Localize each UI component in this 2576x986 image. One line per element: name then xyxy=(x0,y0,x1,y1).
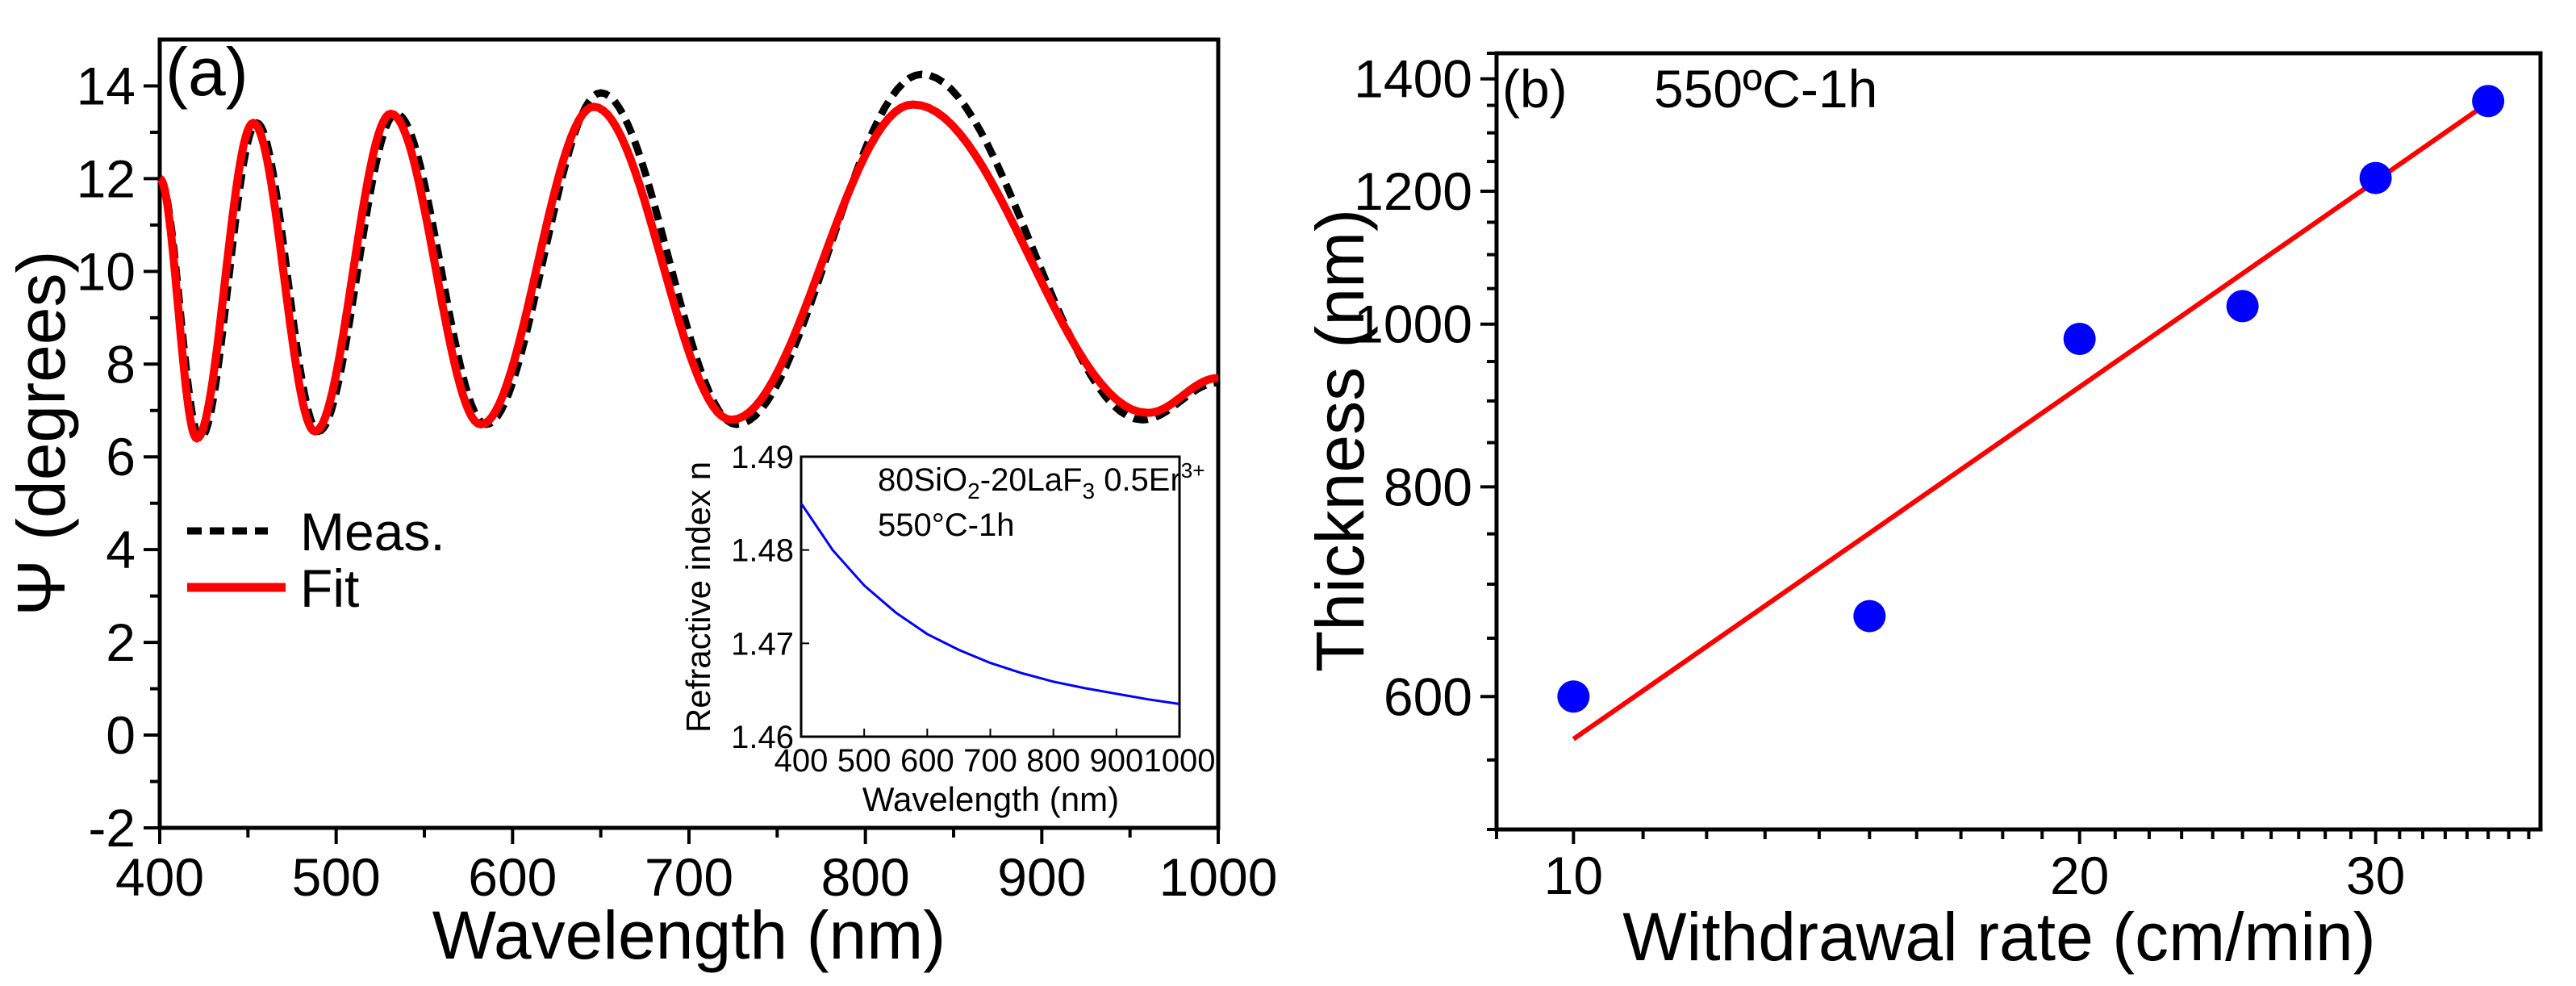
x-tick-label-a: 900 xyxy=(997,847,1086,907)
annotation-b: 550ºC-1h xyxy=(1654,59,1877,119)
x-tick-label-a: 700 xyxy=(645,847,733,907)
x-axis-title-a: Wavelength (nm) xyxy=(432,897,946,973)
inset-composition-part1: 80SiO xyxy=(878,462,967,498)
x-tick-label-b: 30 xyxy=(2346,846,2405,905)
y-tick-label-b: 600 xyxy=(1384,666,1472,726)
x-tick-label-a: 1000 xyxy=(1159,847,1278,907)
inset-x-tick-label: 600 xyxy=(900,743,954,779)
inset-x-tick-label: 800 xyxy=(1026,743,1080,779)
legend-a: Meas. Fit xyxy=(187,502,445,618)
inset-y-tick-label: 1.46 xyxy=(731,720,794,755)
inset-x-axis-title: Wavelength (nm) xyxy=(862,780,1119,818)
y-tick-label-a: 14 xyxy=(77,56,136,115)
y-tick-label-a: 8 xyxy=(106,334,136,394)
y-tick-label-a: 4 xyxy=(106,520,136,579)
x-tick-label-a: 500 xyxy=(292,847,381,907)
axes-b-ticks: 10 20 30 600 800 1000 1200 1400 xyxy=(1354,49,2531,905)
y-axis-title-a: Ψ (degrees) xyxy=(3,250,79,616)
y-tick-label-a: 0 xyxy=(106,705,136,765)
series-fit xyxy=(157,100,1219,443)
inset-x-tick-label: 900 xyxy=(1089,743,1143,779)
x-tick-label-b: 10 xyxy=(1544,846,1603,905)
y-axis-title-b: Thickness (nm) xyxy=(1302,209,1378,672)
data-point xyxy=(2063,322,2096,355)
inset-series-n xyxy=(800,502,1180,705)
inset-composition-sub2: 3 xyxy=(1083,478,1096,503)
legend-label-fit: Fit xyxy=(300,558,359,618)
curves-a xyxy=(157,70,1219,443)
x-tick-label-a: 400 xyxy=(115,847,204,907)
inset-composition-part2: -20LaF xyxy=(980,462,1083,498)
y-tick-label-a: 10 xyxy=(77,241,136,301)
y-tick-label-a: 6 xyxy=(106,427,136,487)
inset-y-tick-label: 1.48 xyxy=(731,533,794,569)
inset-x-tick-label: 500 xyxy=(837,743,891,779)
data-point xyxy=(2359,161,2392,194)
y-tick-label-b: 1000 xyxy=(1354,295,1472,354)
inset-annotation-composition: 80SiO2-20LaF3 0.5Er3+ xyxy=(878,458,1204,503)
series-meas xyxy=(157,70,1219,443)
panel-b: 10 20 30 600 800 1000 1200 1400 (b) 550ºC-1h Wi… xyxy=(1302,49,2543,975)
x-tick-label-a: 600 xyxy=(468,847,557,907)
x-axis-title-b: Withdrawal rate (cm/min) xyxy=(1622,899,2375,975)
legend-label-meas: Meas. xyxy=(300,502,445,562)
y-tick-label-b: 1400 xyxy=(1354,49,1472,109)
inset-y-axis-title: Refractive index n xyxy=(679,462,717,733)
panel-label-a: (a) xyxy=(165,34,248,110)
inset-y-tick-label: 1.49 xyxy=(731,440,794,475)
inset-x-tick-label: 700 xyxy=(963,743,1017,779)
fit-line xyxy=(1572,100,2490,742)
inset-composition-sup: 3+ xyxy=(1181,458,1205,483)
x-tick-label-a: 800 xyxy=(821,847,910,907)
marks-b xyxy=(1557,85,2505,742)
inset-y-tick-label: 1.47 xyxy=(731,626,794,662)
inset-frame xyxy=(800,455,1181,738)
y-tick-label-a: 12 xyxy=(77,148,136,208)
inset-composition-sub1: 2 xyxy=(967,478,980,503)
y-tick-label-a: -2 xyxy=(88,798,136,858)
inset-ticks: 400 500 600 700 800 900 1000 1.46 1.47 1.48 1.49 xyxy=(731,440,1215,779)
inset-x-tick-label: 1000 xyxy=(1144,743,1216,779)
data-point xyxy=(1557,680,1590,713)
data-point xyxy=(2226,290,2259,323)
data-point xyxy=(2472,85,2505,118)
y-tick-label-b: 800 xyxy=(1384,457,1472,516)
y-tick-label-b: 1200 xyxy=(1354,161,1472,221)
data-point xyxy=(1853,600,1886,633)
inset-composition-part3: 0.5Er xyxy=(1095,462,1181,498)
inset: 400 500 600 700 800 900 1000 1.46 1.47 1.48 1.49 8… xyxy=(679,440,1215,818)
y-tick-label-a: 2 xyxy=(106,612,136,672)
inset-x-tick-label: 400 xyxy=(774,743,829,779)
inset-annotation-temp: 550°C-1h xyxy=(878,508,1014,543)
panel-label-b: (b) xyxy=(1502,59,1568,119)
x-tick-label-b: 20 xyxy=(2050,846,2109,905)
